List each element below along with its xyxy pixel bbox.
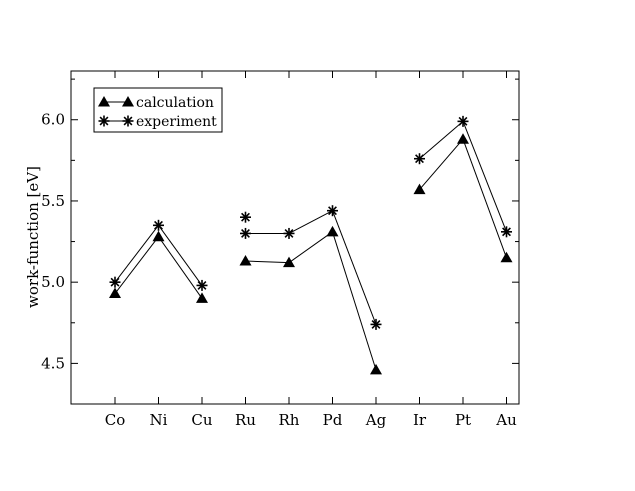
- star-stroke: [284, 228, 294, 238]
- calculation-point: [109, 287, 121, 299]
- calculation-line-segment: [288, 231, 333, 264]
- legend-label-calculation: calculation: [136, 95, 214, 111]
- star-stroke: [458, 116, 468, 126]
- star-stroke: [241, 212, 250, 222]
- legend-marker-calculation: [122, 96, 134, 107]
- star-stroke: [154, 220, 163, 230]
- experiment-point: [196, 279, 208, 291]
- experiment-point: [457, 115, 469, 127]
- calculation-point: [283, 256, 295, 268]
- experiment-line-segment: [419, 120, 464, 160]
- star-stroke: [241, 228, 250, 238]
- calculation-point: [370, 363, 382, 375]
- x-tick-label: Co: [105, 411, 126, 429]
- star-stroke: [110, 277, 120, 287]
- x-tick-label: Au: [495, 411, 517, 429]
- star-stroke: [197, 280, 207, 290]
- x-tick-label: Ni: [150, 411, 168, 429]
- series-lines: [114, 120, 507, 371]
- calculation-line-segment: [158, 236, 203, 299]
- calculation-point: [326, 225, 339, 237]
- experiment-point: [327, 205, 338, 217]
- star-stroke: [99, 116, 109, 126]
- y-tick-label: 6.0: [41, 111, 65, 129]
- x-tick-label: Cu: [191, 411, 212, 429]
- experiment-point: [240, 211, 251, 223]
- experiment-point: [240, 227, 251, 239]
- experiment-point: [370, 318, 382, 330]
- calculation-point: [196, 292, 208, 303]
- calculation-line-segment: [114, 236, 159, 294]
- calculation-line-segment: [462, 139, 507, 258]
- calculation-point: [239, 255, 252, 266]
- series-markers: [109, 115, 513, 375]
- legend: calculation experiment: [93, 87, 223, 133]
- legend-marker-experiment: [122, 115, 134, 127]
- axis-ticks: 4.5 5.0 5.5 6.0 Co Ni Cu Ru Rh Pd Ag Ir Pt Au: [41, 71, 519, 429]
- experiment-line-segment: [114, 225, 159, 283]
- legend-marker-experiment: [98, 115, 110, 127]
- calculation-point: [413, 183, 426, 195]
- experiment-line-segment: [158, 225, 203, 286]
- calculation-point: [500, 251, 513, 263]
- legend-box: [93, 87, 223, 133]
- star-stroke: [415, 154, 424, 164]
- legend-marker-calculation: [98, 96, 110, 107]
- experiment-line-segment: [462, 121, 507, 232]
- legend-label-experiment: experiment: [136, 114, 217, 130]
- experiment-point: [153, 219, 164, 231]
- experiment-point: [109, 276, 121, 288]
- x-tick-label: Pd: [323, 411, 343, 429]
- star-stroke: [502, 227, 511, 237]
- plot-frame: [70, 70, 520, 405]
- star-stroke: [123, 116, 133, 126]
- x-tick-label: Pt: [455, 411, 471, 429]
- calculation-point: [457, 133, 469, 144]
- calculation-point: [152, 230, 165, 242]
- calculation-line-segment: [419, 138, 464, 190]
- y-tick-label: 5.0: [41, 273, 65, 291]
- experiment-point: [501, 226, 512, 238]
- x-tick-label: Rh: [279, 411, 300, 429]
- y-axis-label: work-function [eV]: [24, 166, 42, 308]
- calculation-line-segment: [332, 231, 377, 371]
- experiment-point: [283, 227, 295, 239]
- calculation-line-segment: [245, 260, 290, 264]
- y-tick-label: 4.5: [41, 354, 65, 372]
- experiment-line-segment: [332, 210, 377, 325]
- y-tick-label: 5.5: [41, 192, 65, 210]
- experiment-line-segment: [288, 210, 333, 234]
- x-tick-label: Ir: [413, 411, 427, 429]
- x-tick-label: Ag: [365, 411, 387, 429]
- star-stroke: [328, 206, 337, 216]
- x-tick-label: Ru: [235, 411, 256, 429]
- experiment-point: [414, 153, 425, 165]
- star-stroke: [371, 319, 381, 329]
